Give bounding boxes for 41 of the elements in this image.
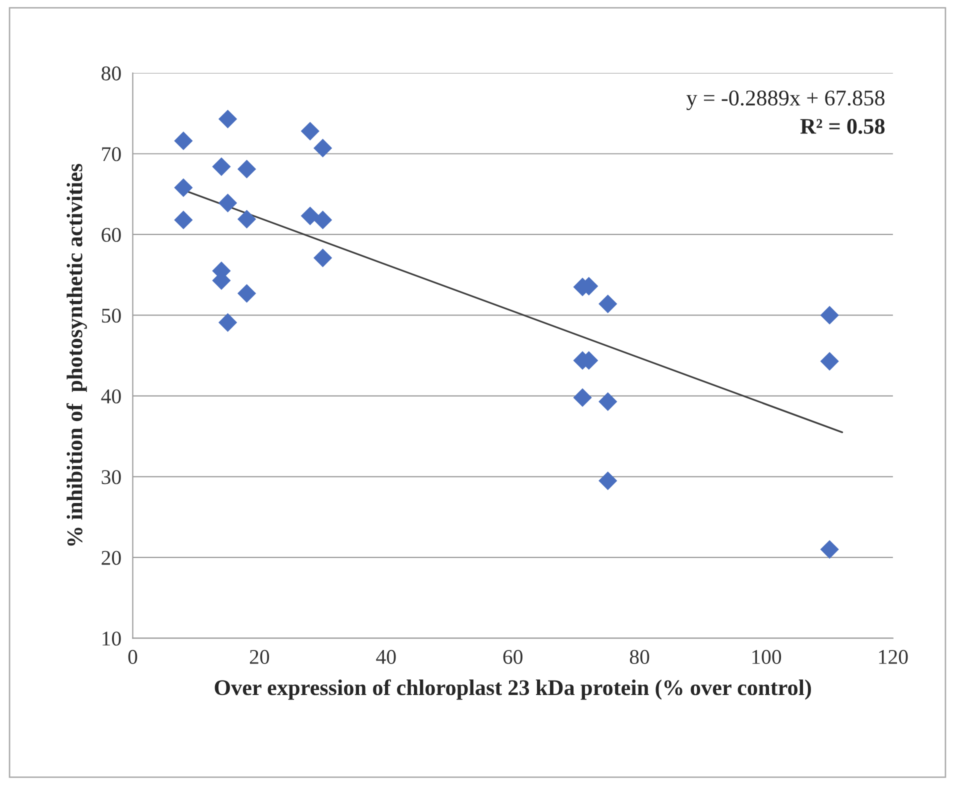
y-tick-label: 60 [102,228,121,242]
x-tick-label: 40 [376,650,396,664]
point [174,210,193,230]
annotation: y = -0.2889x + 67.858 [686,90,884,110]
point [237,284,256,303]
point [237,160,256,178]
point [820,540,839,559]
point [598,392,618,411]
point [573,388,592,407]
y-axis-title: % inhibition of photosynthetic activities [66,164,87,546]
y-tick-label: 10 [102,632,121,646]
point [820,352,839,371]
point [174,132,193,150]
y-tick-label: 30 [102,470,121,484]
x-tick-label: 120 [879,650,908,664]
x-tick-label: 0 [128,650,138,664]
point [598,471,618,490]
point [598,294,618,314]
point [300,122,320,140]
x-tick-label: 100 [752,650,782,664]
point [300,206,320,226]
y-tick-label: 20 [102,550,121,565]
point [218,194,238,212]
x-axis-title: Over expression of chloroplast 23 kDa protein (% over control) [214,679,811,700]
point [218,313,238,332]
y-tick-label: 40 [101,389,121,404]
x-tick-label: 20 [250,650,270,664]
point [313,248,332,268]
point [313,138,332,158]
y-tick-label: 50 [102,308,121,323]
y-tick-label: 70 [102,147,121,162]
point [313,210,332,230]
point [174,178,193,197]
point [820,306,839,325]
x-tick-label: 60 [503,650,522,664]
annotation: R² = 0.58 [800,118,885,134]
x-tick-label: 80 [630,650,650,664]
point [212,157,231,176]
point [218,110,238,128]
point [237,210,256,228]
y-tick-label: 80 [102,66,121,80]
